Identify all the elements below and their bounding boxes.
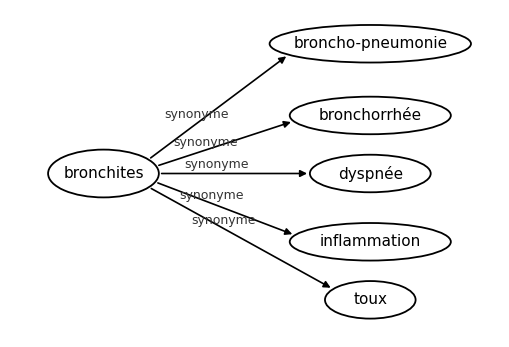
Text: inflammation: inflammation [320, 234, 421, 249]
Text: dyspnée: dyspnée [338, 166, 403, 181]
Text: synonyme: synonyme [191, 214, 256, 227]
Ellipse shape [270, 25, 471, 62]
Text: broncho-pneumonie: broncho-pneumonie [293, 36, 447, 51]
Ellipse shape [325, 281, 416, 319]
Text: bronchorrhée: bronchorrhée [319, 108, 422, 123]
Ellipse shape [290, 223, 451, 261]
Text: synonyme: synonyme [164, 108, 229, 121]
Text: toux: toux [353, 292, 387, 307]
Text: synonyme: synonyme [180, 189, 244, 202]
Text: synonyme: synonyme [184, 159, 248, 171]
Ellipse shape [48, 150, 159, 197]
Text: synonyme: synonyme [173, 136, 237, 149]
Ellipse shape [310, 155, 431, 192]
Text: bronchites: bronchites [63, 166, 144, 181]
Ellipse shape [290, 97, 451, 134]
